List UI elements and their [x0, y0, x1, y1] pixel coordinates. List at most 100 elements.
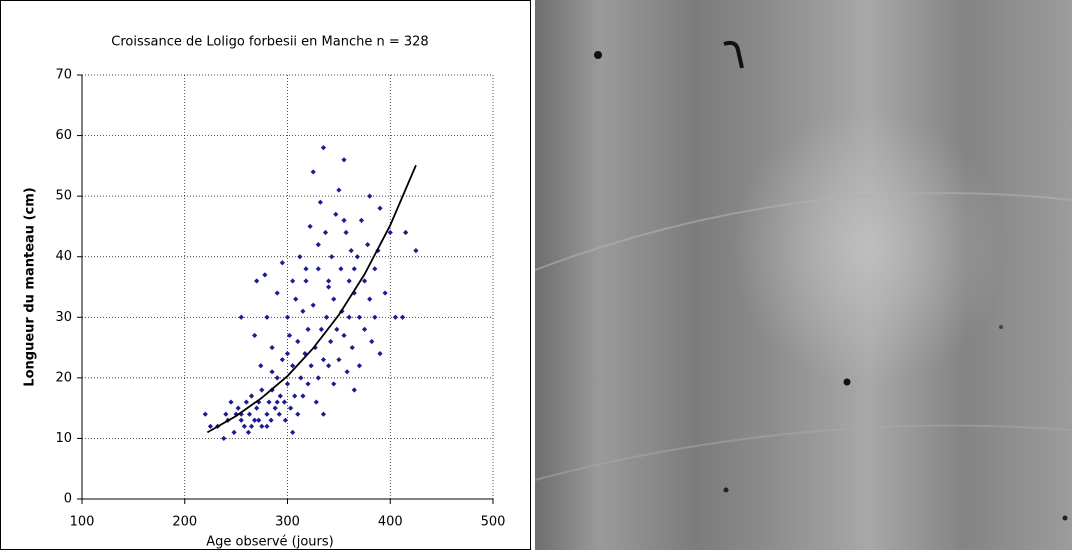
point [310, 302, 316, 308]
point [300, 308, 306, 314]
particle [1062, 515, 1068, 521]
point [318, 326, 325, 332]
point [354, 254, 360, 260]
point [320, 411, 327, 417]
point [268, 417, 274, 423]
point [399, 314, 406, 320]
y-tick-label: 50 [55, 189, 72, 204]
y-tick-label: 10 [55, 431, 72, 446]
point [302, 351, 308, 357]
x-tick-label: 400 [378, 515, 403, 530]
growth-ring [534, 424, 1072, 481]
point [259, 387, 265, 393]
point [293, 296, 299, 302]
point [326, 363, 332, 369]
point [238, 417, 244, 423]
point [336, 357, 342, 363]
y-axis-label: Longueur du manteau (cm) [23, 187, 38, 386]
point [365, 242, 371, 248]
point [297, 254, 303, 260]
point [413, 248, 419, 254]
point [276, 411, 282, 417]
point [269, 369, 275, 375]
point [336, 187, 342, 193]
point [286, 332, 293, 339]
point [272, 405, 278, 411]
point [231, 429, 237, 435]
point [228, 399, 234, 405]
point [277, 393, 283, 399]
point [248, 393, 255, 399]
point [274, 375, 280, 381]
point [315, 242, 321, 248]
point [341, 217, 347, 223]
point [351, 387, 357, 393]
point [256, 399, 262, 405]
y-tick-label: 40 [55, 249, 72, 264]
point [290, 429, 296, 435]
point [241, 423, 247, 429]
micrograph [534, 0, 1072, 550]
point [279, 260, 285, 266]
point [341, 157, 347, 163]
point [282, 417, 289, 423]
point [295, 338, 301, 345]
point [274, 290, 280, 296]
point [358, 217, 365, 223]
point [320, 145, 327, 151]
growth-ring [534, 192, 1072, 271]
point [322, 229, 329, 236]
point [248, 423, 255, 429]
point [207, 423, 214, 429]
particle [723, 487, 729, 493]
point [313, 399, 319, 405]
point [238, 314, 244, 320]
point [387, 229, 393, 236]
point [300, 393, 306, 399]
point [341, 332, 347, 339]
point [238, 411, 244, 417]
point [307, 223, 313, 230]
point [243, 399, 249, 405]
x-tick-label: 500 [481, 515, 506, 530]
point [338, 266, 344, 272]
point [202, 411, 208, 417]
x-tick-label: 300 [275, 515, 300, 530]
point [348, 248, 354, 254]
point [284, 381, 291, 387]
point [303, 266, 309, 272]
point [235, 405, 241, 411]
point [254, 405, 260, 411]
point [361, 326, 368, 332]
point [344, 369, 350, 375]
point [259, 423, 265, 429]
point [328, 338, 334, 345]
point [287, 405, 294, 411]
point [284, 314, 291, 320]
point [252, 332, 258, 339]
point [315, 375, 321, 381]
point [367, 296, 373, 302]
fit-curve [206, 164, 417, 434]
y-tick-label: 70 [55, 68, 72, 83]
point [221, 435, 227, 442]
chart-title: Croissance de Loligo forbesii en Manche … [111, 35, 428, 50]
y-tick-label: 30 [55, 310, 72, 325]
point [266, 399, 272, 405]
point [279, 357, 285, 363]
point [298, 375, 304, 381]
y-tick-label: 60 [55, 128, 72, 143]
point [246, 411, 253, 417]
point [292, 393, 298, 399]
point [264, 314, 270, 320]
x-axis-label: Age observé (jours) [206, 535, 334, 550]
point [320, 357, 327, 363]
point [256, 417, 262, 423]
point [346, 278, 352, 284]
point [252, 417, 258, 423]
point [343, 229, 349, 236]
point [284, 351, 291, 357]
point [310, 169, 316, 175]
point [308, 363, 314, 369]
particle [999, 325, 1003, 329]
